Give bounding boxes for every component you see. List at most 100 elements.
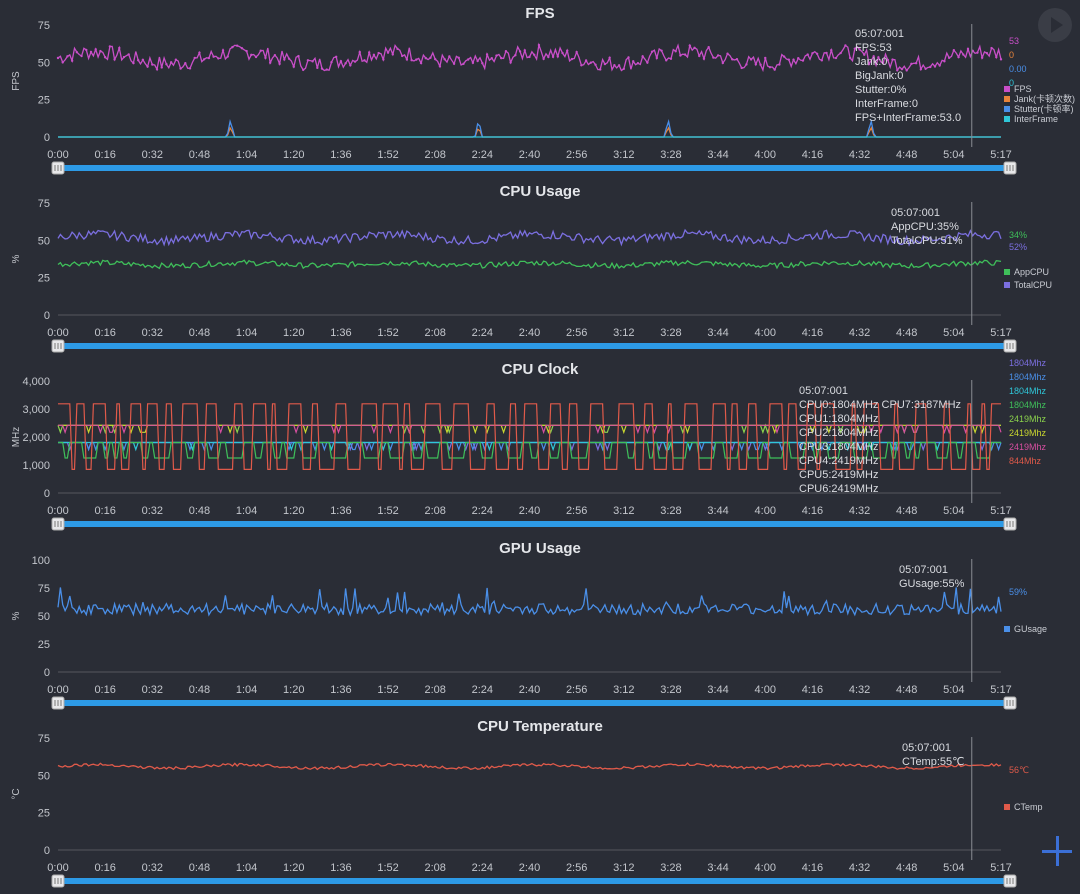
x-tick-label: 2:08 — [424, 505, 445, 517]
series-line — [57, 762, 1002, 771]
data-point — [207, 56, 211, 60]
data-point — [471, 61, 475, 65]
data-point — [434, 57, 437, 61]
x-tick-label: 0:16 — [94, 684, 115, 696]
data-point — [396, 47, 399, 51]
data-point — [867, 62, 871, 66]
chart-svg[interactable]: 0 25 50 75% 0:00 0:16 0:32 0:48 1:04 1:20 1:36 1:52… — [0, 178, 1080, 356]
data-point — [146, 65, 149, 68]
data-point — [448, 55, 451, 58]
data-point — [929, 65, 932, 69]
data-point — [844, 44, 847, 47]
data-point — [707, 46, 710, 49]
x-tick-label: 1:20 — [283, 327, 304, 339]
tooltip-text: Stutter:0% — [855, 84, 907, 96]
x-tick-label: 1:20 — [283, 505, 304, 517]
x-tick-label: 4:48 — [896, 505, 917, 517]
chart-title: CPU Temperature — [477, 718, 603, 735]
data-point — [235, 44, 239, 47]
x-tick-label: 0:48 — [189, 149, 210, 161]
legend-label: FPS — [1014, 84, 1032, 94]
x-tick-label: 3:28 — [660, 684, 681, 696]
data-point — [292, 65, 295, 68]
x-tick-label: 1:20 — [283, 684, 304, 696]
x-tick-label: 1:52 — [377, 149, 398, 161]
x-tick-label: 0:16 — [94, 862, 115, 874]
data-point — [306, 59, 310, 62]
data-point — [980, 56, 984, 59]
data-point — [547, 55, 550, 59]
data-point — [985, 51, 989, 55]
y-tick-label: 100 — [32, 555, 50, 567]
data-point — [174, 58, 178, 61]
tooltip-text: CPU3:1804MHz — [799, 441, 878, 453]
x-tick-label: 5:17 — [990, 862, 1011, 874]
data-point — [858, 48, 861, 51]
series-last-value: 53 — [1009, 36, 1019, 46]
data-point — [136, 58, 140, 62]
x-tick-label: 4:16 — [802, 684, 823, 696]
data-point — [528, 55, 531, 59]
x-tick-label: 3:44 — [707, 684, 728, 696]
data-point — [603, 62, 607, 66]
x-tick-label: 2:56 — [566, 684, 587, 696]
chart-svg[interactable]: 0 25 50 75 100% 0:00 0:16 0:32 0:48 1:04 1:20 1:36 1… — [0, 535, 1080, 713]
data-point — [339, 59, 343, 63]
y-tick-label: 4,000 — [22, 376, 50, 388]
range-slider-track[interactable] — [52, 521, 1016, 527]
data-point — [500, 56, 503, 60]
data-point — [188, 67, 192, 70]
y-tick-label: 0 — [44, 488, 50, 500]
data-point — [914, 61, 918, 65]
data-point — [179, 67, 182, 70]
chart-svg[interactable]: 0 25 50 75 °C 0:00 0:16 0:32 0:48 1:04 1:20 1:36 1:5… — [0, 713, 1080, 891]
series-last-value: 52% — [1009, 242, 1027, 252]
y-tick-label: 50 — [38, 611, 50, 623]
chart-svg[interactable]: 0 1,000 2,000 3,000 4,000 MHz 0:00 0:16 0:32 0:48… — [0, 356, 1080, 534]
data-point — [358, 50, 361, 54]
data-point — [429, 56, 432, 60]
x-tick-label: 5:17 — [990, 327, 1011, 339]
x-tick-label: 0:16 — [94, 327, 115, 339]
data-point — [56, 56, 60, 60]
range-slider-track[interactable] — [52, 878, 1016, 884]
tooltip-text: CPU5:2419MHz — [799, 469, 878, 481]
chart-svg[interactable]: 0 25 50 75 FPS 0:00 0:16 0:32 0:48 1:04 1:20 1:36 1:… — [0, 0, 1080, 178]
range-slider-track[interactable] — [52, 165, 1016, 171]
data-point — [698, 54, 701, 58]
x-tick-label: 1:04 — [236, 149, 257, 161]
data-point — [193, 56, 196, 60]
data-point — [462, 62, 465, 66]
data-point — [415, 58, 418, 61]
data-point — [70, 59, 74, 62]
x-tick-label: 4:00 — [755, 505, 776, 517]
data-point — [264, 56, 267, 60]
legend-swatch — [1004, 269, 1010, 275]
x-tick-label: 4:32 — [849, 327, 870, 339]
data-point — [386, 51, 390, 54]
x-tick-label: 3:12 — [613, 862, 634, 874]
data-point — [665, 59, 668, 62]
data-point — [184, 62, 187, 65]
x-tick-label: 2:40 — [519, 505, 540, 517]
play-button[interactable] — [1038, 8, 1072, 42]
data-point — [514, 54, 517, 57]
data-point — [669, 57, 673, 60]
x-tick-label: 1:04 — [236, 684, 257, 696]
range-slider-track[interactable] — [52, 343, 1016, 349]
data-point — [924, 67, 927, 70]
data-point — [778, 63, 781, 66]
range-slider-track[interactable] — [52, 700, 1016, 706]
data-point — [523, 49, 526, 52]
add-button[interactable] — [1040, 834, 1074, 868]
x-tick-label: 2:24 — [472, 684, 493, 696]
legend-swatch — [1004, 626, 1010, 632]
x-tick-label: 1:36 — [330, 327, 351, 339]
x-tick-label: 5:04 — [943, 862, 964, 874]
x-tick-label: 1:52 — [377, 684, 398, 696]
y-tick-label: 50 — [38, 770, 50, 782]
x-tick-label: 0:48 — [189, 505, 210, 517]
data-point — [377, 51, 380, 55]
data-point — [254, 55, 258, 59]
data-point — [688, 44, 692, 47]
